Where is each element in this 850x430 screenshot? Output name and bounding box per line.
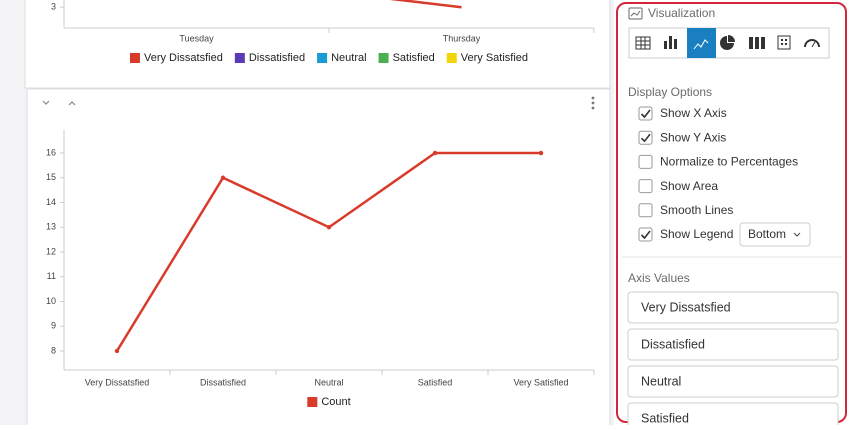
axis-value-box[interactable] [627, 402, 839, 430]
point [432, 150, 438, 156]
legend-swatch [378, 53, 389, 63]
x-tick-label: Very Satisfied [513, 377, 568, 387]
point [114, 348, 120, 354]
point [220, 175, 226, 180]
legend-swatch [446, 53, 457, 63]
axis-value-box[interactable] [627, 328, 839, 361]
card-menu[interactable] [591, 96, 595, 110]
x-tick-label: Neutral [314, 377, 343, 387]
checkbox[interactable] [638, 106, 653, 121]
y-tick-label: 14 [46, 197, 56, 207]
y-tick-label: 13 [46, 222, 56, 232]
axis-value-label[interactable]: Dissatisfied [641, 337, 705, 351]
y-tick-label: 3 [51, 2, 56, 12]
legend-label: Dissatisfied [249, 52, 305, 64]
top-card [24, 0, 611, 89]
checkmark [640, 109, 651, 119]
series-line [389, 0, 462, 9]
x-tick-label: Thursday [443, 33, 481, 43]
y-tick-label: 12 [46, 246, 56, 256]
checkbox[interactable] [638, 227, 653, 242]
x-tick-label: Tuesday [179, 33, 214, 43]
option-label[interactable]: Show Y Axis [660, 130, 726, 144]
y-tick-label: 16 [46, 147, 56, 157]
visualization-icon [628, 7, 643, 20]
legend-label: Satisfied [393, 52, 435, 64]
option-label[interactable]: Smooth Lines [660, 203, 733, 217]
legend-label: Very Dissatsfied [144, 52, 223, 64]
checkbox[interactable] [638, 203, 653, 218]
checkmark [640, 133, 651, 143]
section-heading: Display Options [628, 85, 712, 99]
option-label[interactable]: Show Legend [660, 227, 733, 241]
axis-value-box[interactable] [627, 291, 839, 324]
legend-swatch [317, 53, 328, 63]
legend-label: Count [321, 396, 350, 408]
checkbox[interactable] [638, 179, 653, 194]
point [326, 225, 332, 230]
x-tick-label: Satisfied [418, 377, 453, 387]
legend-label: Neutral [331, 52, 366, 64]
chart-type-bar [628, 27, 830, 59]
axis-value-label[interactable]: Very Dissatsfied [641, 300, 731, 314]
legend-position[interactable]: Bottom [748, 227, 786, 241]
checkbox[interactable] [638, 130, 653, 145]
legend-select[interactable] [739, 222, 811, 247]
option-label[interactable]: Normalize to Percentages [660, 155, 798, 169]
x-tick-label: Dissatisfied [200, 377, 246, 387]
y-tick-label: 8 [51, 345, 56, 355]
option-label[interactable]: Show X Axis [660, 106, 727, 120]
y-tick-label: 10 [46, 296, 56, 306]
axis-value-box[interactable] [627, 365, 839, 398]
section-heading: Axis Values [628, 271, 690, 285]
panel-title: Visualization [648, 6, 715, 20]
collapse-arrows[interactable] [42, 100, 76, 106]
legend-swatch [307, 397, 318, 407]
legend-swatch [234, 53, 245, 63]
point [538, 150, 544, 156]
x-tick-label: Very Dissatsfied [85, 377, 150, 387]
y-tick-label: 11 [47, 271, 56, 281]
y-tick-label: 15 [46, 172, 56, 182]
chart-card [26, 88, 611, 430]
axis-value-label[interactable]: Neutral [641, 374, 681, 388]
option-label[interactable]: Show Area [660, 179, 718, 193]
checkmark [640, 230, 651, 240]
legend-swatch [129, 53, 140, 63]
checkbox[interactable] [638, 154, 653, 169]
y-tick-label: 9 [51, 321, 56, 331]
legend-label: Very Satisfied [461, 52, 528, 64]
axis-value-label[interactable]: Satisfied [641, 411, 689, 425]
